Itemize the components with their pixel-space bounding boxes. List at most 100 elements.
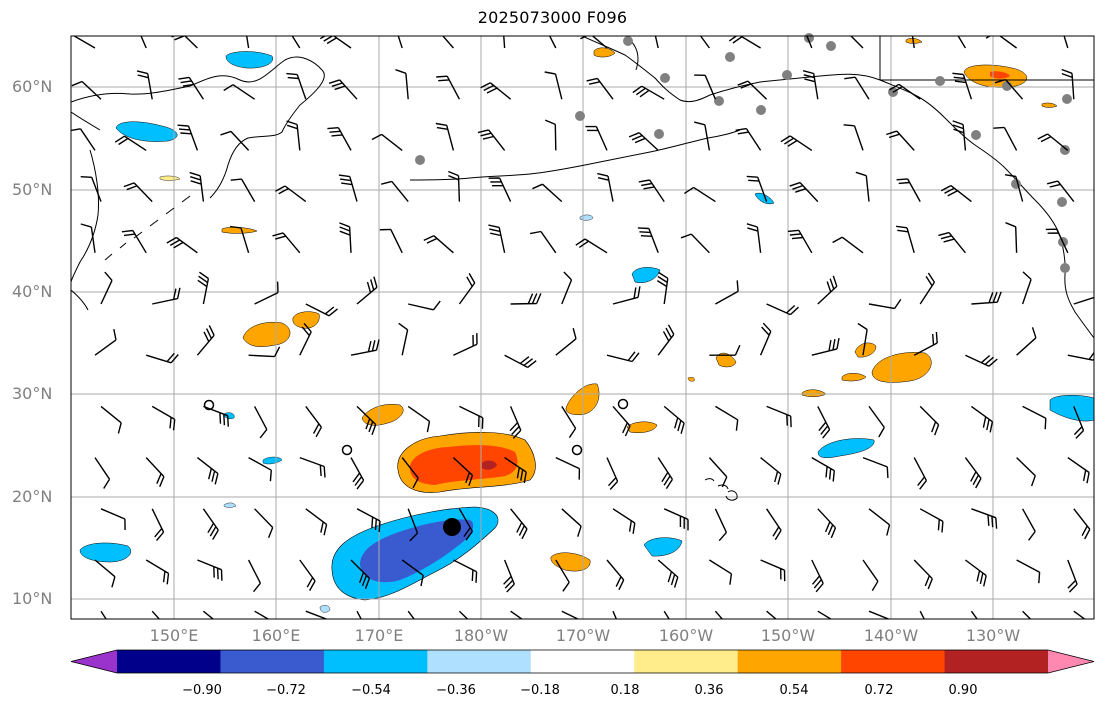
wind-barb (286, 120, 301, 151)
wind-barb (350, 339, 380, 356)
colorbar-tick-label: −0.36 (436, 683, 476, 698)
wind-barb (220, 130, 250, 151)
wind-barb (855, 171, 870, 202)
wind-barb (544, 71, 563, 100)
lon-label-180w: 180°W (453, 626, 509, 645)
wind-barb (509, 406, 522, 439)
wind-barb (453, 559, 478, 583)
wind-barb (305, 508, 328, 536)
wind-barb (488, 177, 512, 202)
wind-barb (408, 300, 441, 311)
wind-barb (1067, 351, 1094, 361)
wind-barb (196, 325, 215, 356)
wind-barb (561, 610, 580, 619)
wind-barb (940, 184, 972, 203)
lat-label-50n: 50°N (12, 180, 53, 199)
wind-barb (694, 121, 711, 151)
wind-barb (71, 36, 96, 49)
wind-barb (1067, 559, 1078, 593)
wind-barb (985, 36, 1018, 49)
wind-barb (248, 456, 272, 482)
wind-barb (1073, 296, 1094, 305)
wind-barb (684, 186, 716, 203)
wind-barb (1004, 174, 1024, 202)
wind-barb (811, 456, 835, 482)
wind-barb (709, 559, 733, 585)
wind-barb (1021, 271, 1032, 305)
colorbar-extend-low (71, 650, 117, 673)
lon-label-140w: 140°W (863, 626, 919, 645)
wind-barb (896, 178, 921, 202)
wind-barb (1016, 327, 1037, 356)
wind-barb (230, 178, 256, 202)
wind-barb (657, 559, 679, 588)
wind-barb (663, 508, 689, 531)
wind-barb (1061, 68, 1075, 100)
wind-barb (401, 457, 419, 489)
wind-barb (862, 559, 879, 592)
wind-barb (305, 303, 338, 317)
wind-barb (843, 124, 864, 151)
wind-barb (699, 36, 710, 49)
colorbar-tick-label: 0.18 (610, 683, 640, 698)
wind-barb (657, 457, 673, 489)
wind-barb (395, 69, 409, 100)
wind-barb (1046, 180, 1075, 203)
wind-barb (555, 456, 581, 480)
wind-barb (1016, 559, 1041, 584)
wind-barb (886, 130, 915, 151)
wind-barb (407, 610, 415, 619)
wind-barb (350, 457, 365, 490)
wind-barb (970, 405, 994, 433)
wind-barb (94, 329, 117, 356)
wind-barb (1073, 508, 1091, 540)
wind-barb (766, 610, 777, 619)
wind-barb (275, 185, 307, 203)
wind-barb (868, 299, 902, 310)
colorbar (70, 649, 1095, 674)
lat-label-30n: 30°N (12, 384, 53, 403)
wind-barb (504, 457, 527, 484)
wind-barb (230, 225, 250, 254)
wind-barb (459, 405, 484, 429)
wind-barb (356, 276, 378, 305)
wind-barb (868, 610, 891, 619)
wind-barb (177, 124, 199, 151)
wind-barb (862, 456, 889, 478)
wind-barb (714, 508, 728, 542)
wind-barb (286, 72, 307, 100)
colorbar-segment (944, 650, 1049, 673)
wind-barb (488, 224, 506, 253)
wind-barb (291, 36, 301, 49)
wind-barb (436, 75, 461, 100)
lat-label-40n: 40°N (12, 282, 53, 301)
wind-barb (100, 271, 113, 305)
wind-barb (114, 135, 147, 151)
wind-barb (197, 559, 223, 581)
wind-barb (510, 610, 523, 619)
colorbar-segment (530, 650, 635, 673)
wind-barb (746, 223, 762, 253)
wind-barb (299, 559, 316, 591)
station-marker-open (617, 398, 629, 410)
wind-barb (817, 406, 831, 439)
wind-barb (510, 293, 542, 305)
wind-barb (299, 456, 326, 478)
wind-barb (612, 286, 641, 305)
colorbar-tick-label: −0.90 (182, 683, 222, 698)
wind-barb (561, 406, 577, 438)
wind-barb (913, 331, 938, 356)
wind-barb (817, 508, 837, 539)
wind-barb (397, 36, 403, 49)
lon-label-170w: 170°W (555, 626, 611, 645)
wind-barb (196, 457, 219, 485)
wind-barb (379, 228, 403, 254)
wind-barb (71, 128, 96, 151)
wind-barb (612, 610, 618, 619)
colorbar-segment (737, 650, 842, 673)
wind-barb (964, 457, 982, 489)
wind-barb (868, 508, 891, 536)
wind-barb (350, 559, 371, 589)
wind-barb (544, 119, 557, 151)
wind-barbs (71, 36, 1094, 619)
